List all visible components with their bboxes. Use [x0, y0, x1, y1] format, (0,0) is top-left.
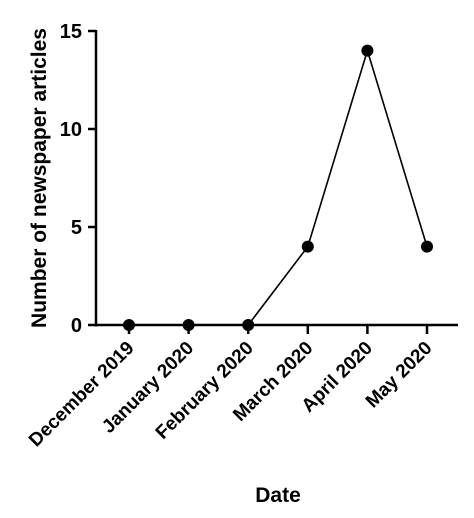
series-line — [129, 47, 428, 326]
data-point — [421, 240, 433, 253]
series-layer — [123, 44, 433, 331]
x-tick-label: December 2019 — [25, 338, 138, 451]
data-point — [301, 240, 314, 253]
x-axis-title: Date — [255, 484, 301, 507]
axes — [88, 29, 458, 334]
y-tick-label: 5 — [71, 217, 82, 239]
y-tick-label: 15 — [60, 21, 82, 43]
y-tick-label: 0 — [71, 315, 82, 337]
y-axis-title: Number of newspaper articles — [28, 28, 51, 328]
data-point — [361, 44, 374, 57]
y-tick-label: 10 — [60, 119, 82, 141]
data-point — [123, 319, 135, 331]
data-point — [242, 319, 255, 331]
data-point — [182, 319, 195, 331]
